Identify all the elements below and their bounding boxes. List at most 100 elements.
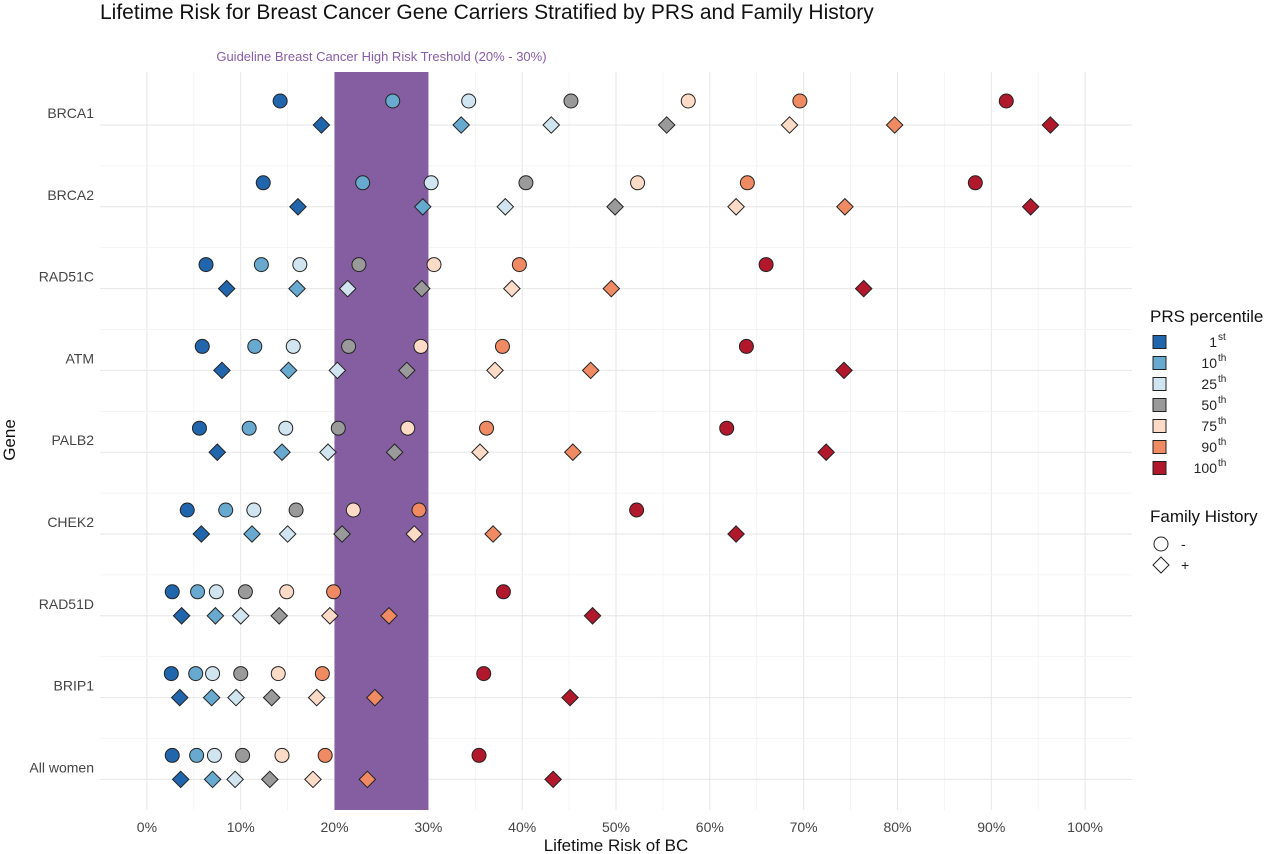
point-atm-prs-100th-fh-pos (835, 361, 853, 380)
y-tick-label: RAD51C (39, 269, 94, 285)
point-rad51c-prs-75th-fh-neg (426, 257, 442, 273)
point-brca1-prs-75th-fh-neg (680, 93, 696, 109)
chart-title: Lifetime Risk for Breast Cancer Gene Car… (100, 1, 874, 24)
point-brip1-prs-50th-fh-neg (233, 666, 249, 682)
legend-family-history-items: -+ (1152, 536, 1189, 574)
y-tick-label: CHEK2 (47, 514, 94, 530)
y-tick-label: PALB2 (51, 432, 94, 448)
point-brip1-prs-10th-fh-neg (188, 666, 204, 682)
y-tick-label: ATM (65, 350, 94, 366)
point-palb2-prs-90th-fh-pos (563, 443, 582, 462)
legend-shape-diamond (1152, 556, 1170, 574)
point-chek2-prs-50th-fh-neg (288, 502, 304, 518)
point-all-women-prs-1st-fh-neg (164, 747, 180, 763)
point-atm-prs-75th-fh-pos (486, 361, 504, 380)
point-atm-prs-75th-fh-neg (413, 338, 429, 354)
point-chek2-prs-100th-fh-pos (727, 525, 745, 543)
point-brip1-prs-25th-fh-pos (227, 688, 245, 707)
legend-label-prs-suffix: th (1218, 395, 1226, 406)
legend-family-history-title: Family History (1150, 507, 1258, 526)
point-brip1-prs-75th-fh-pos (307, 688, 326, 707)
point-atm-prs-25th-fh-pos (328, 361, 347, 380)
point-atm-prs-10th-fh-pos (279, 361, 298, 380)
y-axis-ticks: BRCA1 BRCA2 RAD51C ATM PALB2 CHEK2 RAD51D BRIP1… (29, 105, 94, 775)
point-rad51c-prs-100th-fh-neg (758, 257, 774, 273)
point-chek2-prs-75th-fh-neg (345, 502, 361, 518)
legend-label-prs: 75 (1201, 418, 1217, 434)
point-rad51c-prs-25th-fh-pos (338, 279, 357, 298)
point-chek2-prs-100th-fh-neg (629, 502, 645, 518)
y-tick-label: All women (29, 759, 94, 775)
point-brip1-prs-100th-fh-pos (561, 688, 579, 707)
point-all-women-prs-50th-fh-pos (260, 770, 279, 789)
legend-swatch-prs-10th (1152, 356, 1167, 370)
point-palb2-prs-75th-fh-neg (400, 420, 416, 436)
point-palb2-prs-100th-fh-neg (719, 420, 735, 436)
legend-prs-title: PRS percentile (1150, 307, 1263, 326)
data-points (163, 93, 1060, 789)
legend-swatch-prs-1st (1152, 335, 1167, 349)
point-brca2-prs-25th-fh-pos (496, 197, 515, 216)
point-rad51d-prs-25th-fh-pos (231, 606, 250, 625)
point-atm-prs-10th-fh-neg (247, 338, 263, 354)
point-rad51d-prs-100th-fh-pos (583, 606, 602, 625)
x-axis-ticks: 0% 10% 20% 30% 40% 50% 60% 70% 80% 90% 100% (137, 819, 1103, 835)
x-tick-label: 60% (696, 819, 724, 835)
point-chek2-prs-25th-fh-pos (278, 525, 297, 543)
point-brip1-prs-90th-fh-pos (365, 688, 384, 707)
point-all-women-prs-25th-fh-neg (206, 747, 222, 763)
legend-label-prs: 1 (1209, 334, 1217, 350)
point-palb2-prs-100th-fh-pos (817, 443, 836, 462)
legend-label-prs: 10 (1201, 355, 1217, 371)
point-chek2-prs-75th-fh-pos (405, 525, 424, 543)
point-rad51d-prs-10th-fh-pos (206, 606, 225, 625)
high-risk-band-label: Guideline Breast Cancer High Risk Tresho… (216, 49, 546, 64)
point-brca2-prs-25th-fh-neg (423, 175, 439, 191)
point-rad51d-prs-100th-fh-neg (495, 584, 511, 600)
point-brca2-prs-100th-fh-neg (967, 175, 983, 191)
legend-label-prs: 90 (1201, 439, 1217, 455)
point-brip1-prs-10th-fh-pos (202, 688, 221, 707)
point-rad51d-prs-25th-fh-neg (208, 584, 224, 600)
point-palb2-prs-10th-fh-pos (273, 443, 291, 462)
x-tick-label: 100% (1067, 819, 1103, 835)
point-chek2-prs-90th-fh-pos (484, 525, 503, 543)
y-tick-label: RAD51D (39, 596, 94, 612)
legend-label-prs: 25 (1201, 376, 1217, 392)
point-brca2-prs-10th-fh-pos (413, 197, 432, 216)
point-brca1-prs-90th-fh-neg (792, 93, 808, 109)
point-palb2-prs-50th-fh-pos (385, 443, 404, 462)
x-tick-label: 10% (227, 819, 255, 835)
point-atm-prs-50th-fh-neg (341, 338, 357, 354)
point-brca1-prs-10th-fh-pos (452, 116, 471, 134)
point-atm-prs-1st-fh-neg (194, 338, 210, 354)
point-atm-prs-90th-fh-neg (494, 338, 510, 354)
point-palb2-prs-25th-fh-neg (278, 420, 294, 436)
point-all-women-prs-75th-fh-neg (274, 747, 290, 763)
legend-label-prs-suffix: th (1218, 437, 1226, 448)
point-brca2-prs-50th-fh-pos (606, 197, 624, 216)
legend-label-prs-suffix: th (1218, 458, 1226, 469)
point-brca1-prs-75th-fh-pos (780, 116, 799, 134)
point-rad51d-prs-1st-fh-neg (164, 584, 180, 600)
legend-label-family-history: + (1181, 557, 1189, 573)
point-palb2-prs-1st-fh-neg (191, 420, 207, 436)
point-all-women-prs-10th-fh-neg (189, 747, 205, 763)
point-brca2-prs-90th-fh-pos (836, 197, 854, 216)
point-brca2-prs-75th-fh-pos (727, 197, 745, 216)
point-rad51d-prs-10th-fh-neg (190, 584, 206, 600)
x-tick-label: 20% (321, 819, 349, 835)
point-brca1-prs-1st-fh-pos (312, 116, 331, 134)
point-atm-prs-1st-fh-pos (213, 361, 231, 380)
point-brip1-prs-25th-fh-neg (205, 666, 221, 682)
point-all-women-prs-90th-fh-neg (317, 747, 333, 763)
point-rad51c-prs-100th-fh-pos (854, 279, 873, 298)
point-rad51d-prs-90th-fh-pos (380, 606, 398, 625)
point-rad51c-prs-90th-fh-pos (602, 279, 621, 298)
point-all-women-prs-100th-fh-neg (471, 747, 487, 763)
point-rad51c-prs-90th-fh-neg (511, 257, 527, 273)
point-all-women-prs-90th-fh-pos (358, 770, 377, 789)
point-all-women-prs-1st-fh-pos (171, 770, 190, 789)
